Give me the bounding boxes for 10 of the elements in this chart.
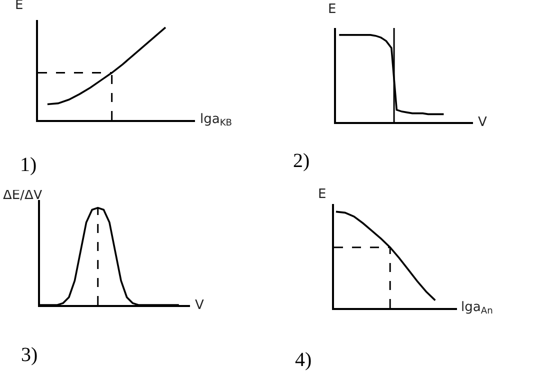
x-axis-title: V — [195, 298, 204, 313]
y-axis-title: E — [328, 2, 336, 17]
text: 1) — [20, 154, 37, 176]
text: 4) — [295, 349, 312, 371]
text: 2) — [293, 150, 310, 172]
x-axis-title: lga$_{KB}$ — [200, 112, 232, 129]
x-axis-title: V — [478, 115, 487, 130]
y-axis-title: E — [318, 187, 326, 202]
text: 3) — [21, 344, 38, 366]
x-axis-title: lga$_{An}$ — [461, 300, 493, 317]
